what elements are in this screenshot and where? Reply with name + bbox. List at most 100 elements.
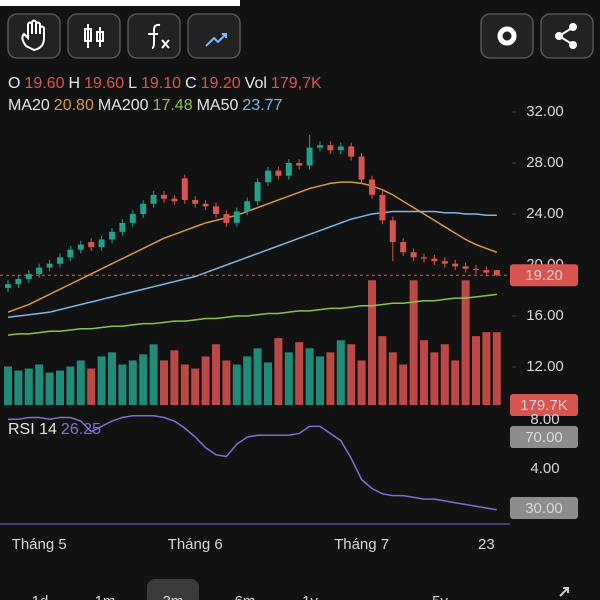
candle-body <box>400 242 407 253</box>
y-tick-label: 32.00 <box>526 103 564 120</box>
rsi-value: 26.25 <box>60 421 101 438</box>
ma-key: MA20 <box>8 97 50 114</box>
ma-key: MA200 <box>97 97 149 114</box>
candle-body <box>421 257 427 259</box>
ohlc-key: O <box>8 75 21 92</box>
volume-bar <box>160 360 168 405</box>
candle-body <box>275 170 282 176</box>
candle-icon <box>84 24 104 48</box>
candle-body <box>223 214 230 223</box>
candle-body <box>202 203 209 207</box>
ohlc-key: L <box>128 75 138 92</box>
timeframe-tab[interactable]: 1d <box>32 593 49 600</box>
share-button[interactable] <box>540 13 594 59</box>
rsi-tick-box <box>510 426 578 449</box>
ohlc-legend: O 19.60 H 19.60 L 19.10 C 19.20 Vol 179,7K <box>8 75 326 93</box>
candle-body <box>493 270 500 276</box>
fx-icon <box>148 23 170 49</box>
ma-line <box>7 181 498 313</box>
volume-bar <box>128 360 137 405</box>
rsi-tick-label: 30.00 <box>525 500 563 517</box>
rsi-extra-label: 4.00 <box>530 460 559 477</box>
volume-bar <box>232 364 241 405</box>
hand-button[interactable] <box>7 13 61 59</box>
expand-icon[interactable] <box>559 587 569 597</box>
timeframe-tab[interactable]: 5y <box>432 593 448 600</box>
volume-bar <box>24 368 33 405</box>
candle-body <box>192 199 199 204</box>
ohlc-value: 19.60 <box>24 75 65 92</box>
candle-body <box>46 263 53 268</box>
candle-body <box>77 244 84 250</box>
volume-label: 179.7K <box>520 397 568 414</box>
candle-body <box>369 179 375 195</box>
candle-button[interactable] <box>67 13 121 59</box>
volume-bar <box>368 280 376 405</box>
candle-body <box>296 163 303 166</box>
top-bar <box>0 0 240 6</box>
rsi-extra-label: 8.00 <box>530 411 559 428</box>
ohlc-key: H <box>68 75 81 92</box>
rsi-tick-box <box>510 497 578 520</box>
candle-body <box>36 267 43 274</box>
volume-bar <box>492 332 501 405</box>
candle-body <box>306 147 313 166</box>
volume-bar <box>388 352 397 405</box>
volume-bar <box>139 354 148 405</box>
candle-body <box>473 268 479 271</box>
candle-body <box>327 145 334 151</box>
volume-bar <box>326 352 335 405</box>
x-tick-label: 23 <box>478 536 495 553</box>
ohlc-value: 19.10 <box>141 75 182 92</box>
rsi-legend: RSI 14 26.25 <box>8 421 105 439</box>
volume-bar <box>336 340 345 405</box>
volume-bar <box>264 362 272 405</box>
volume-bar <box>482 332 491 405</box>
volume-bar <box>45 372 54 405</box>
volume-bar <box>316 356 324 405</box>
candle-body <box>452 263 459 267</box>
volume-bar <box>357 360 366 405</box>
volume-bar <box>56 370 64 405</box>
volume-bar <box>108 352 116 405</box>
toolbar-icons <box>21 19 577 52</box>
x-tick-label: Tháng 6 <box>168 536 223 553</box>
candle-body <box>15 279 22 285</box>
timeframe-tab[interactable]: 1y <box>302 593 318 600</box>
rsi-label: RSI 14 <box>8 421 57 438</box>
candle-body <box>431 258 438 262</box>
hand-icon <box>21 19 45 52</box>
volume-bar <box>295 342 304 405</box>
candle-body <box>213 206 219 214</box>
volume-bar <box>14 370 23 405</box>
timeframe-tab[interactable]: 6m <box>235 593 256 600</box>
ohlc-value: 19.20 <box>200 75 241 92</box>
ma-line <box>7 293 497 336</box>
timeframe-tab[interactable]: 1m <box>95 593 116 600</box>
candle-body <box>161 194 167 199</box>
volume-bar <box>472 336 480 405</box>
volume-bar <box>201 356 210 405</box>
gear-icon <box>497 26 517 46</box>
candle-body <box>88 242 95 248</box>
ohlc-key: C <box>185 75 197 92</box>
ma-value: 20.80 <box>53 97 94 114</box>
ma-line <box>7 210 497 319</box>
volume-bar <box>420 340 428 405</box>
candle-body <box>5 284 11 288</box>
candle-body <box>265 170 271 183</box>
volume-bar <box>347 344 356 405</box>
magic-icon <box>205 33 227 47</box>
volume-bar <box>409 280 418 405</box>
magic-button[interactable] <box>187 13 241 59</box>
ohlc-value: 179,7K <box>270 75 322 92</box>
settings-button[interactable] <box>480 13 534 59</box>
candle-body <box>317 145 323 148</box>
y-tick-label: 28.00 <box>526 154 564 171</box>
volume-bar <box>87 368 96 405</box>
timeframe-tab[interactable]: 3m <box>163 593 184 600</box>
toolbar <box>7 13 594 59</box>
y-tick-label: 16.00 <box>526 307 564 324</box>
candle-body <box>358 156 365 180</box>
